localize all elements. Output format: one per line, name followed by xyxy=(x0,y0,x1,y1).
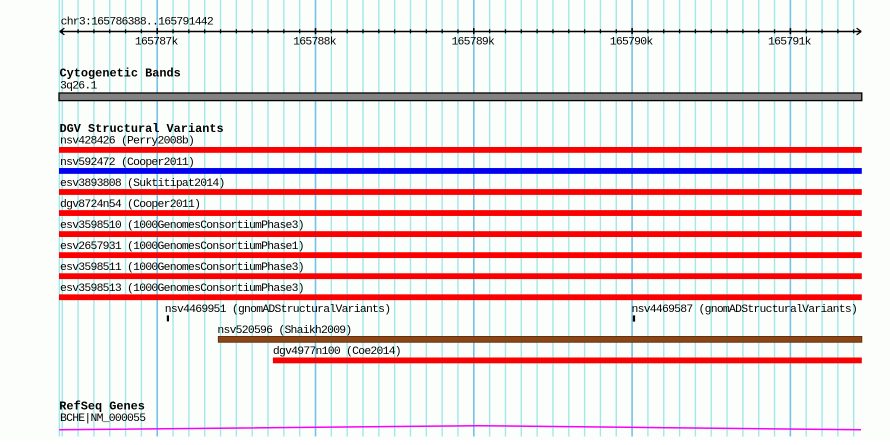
svg-text:esv3598513 (1000GenomesConsort: esv3598513 (1000GenomesConsortiumPhase3) xyxy=(60,283,304,295)
svg-text:esv3893808 (Suktitipat2014): esv3893808 (Suktitipat2014) xyxy=(60,178,225,190)
svg-text:BCHE|NM_000055: BCHE|NM_000055 xyxy=(60,413,146,425)
svg-text:esv3598510 (1000GenomesConsort: esv3598510 (1000GenomesConsortiumPhase3) xyxy=(60,220,304,232)
svg-text:dgv8724n54 (Cooper2011): dgv8724n54 (Cooper2011) xyxy=(60,199,200,211)
svg-text:165790k: 165790k xyxy=(610,36,654,48)
svg-text:165788k: 165788k xyxy=(293,36,337,48)
svg-text:165787k: 165787k xyxy=(135,36,179,48)
svg-text:esv3598511 (1000GenomesConsort: esv3598511 (1000GenomesConsortiumPhase3) xyxy=(60,262,304,274)
svg-text:RefSeq Genes: RefSeq Genes xyxy=(59,399,145,413)
svg-text:165791k: 165791k xyxy=(768,36,812,48)
svg-text:DGV Structural Variants: DGV Structural Variants xyxy=(60,122,224,136)
svg-text:nsv4469587 (gnomADStructuralVa: nsv4469587 (gnomADStructuralVariants) xyxy=(632,304,858,316)
svg-text:nsv520596 (Shaikh2009): nsv520596 (Shaikh2009) xyxy=(217,325,351,337)
svg-text:dgv4977n100 (Coe2014): dgv4977n100 (Coe2014) xyxy=(273,346,401,358)
svg-text:3q26.1: 3q26.1 xyxy=(60,81,97,93)
svg-text:nsv592472 (Cooper2011): nsv592472 (Cooper2011) xyxy=(60,157,194,169)
svg-text:nsv428426 (Perry2008b): nsv428426 (Perry2008b) xyxy=(60,136,194,148)
svg-text:Cytogenetic Bands: Cytogenetic Bands xyxy=(60,66,181,80)
svg-text:esv2657931 (1000GenomesConsort: esv2657931 (1000GenomesConsortiumPhase1) xyxy=(60,241,304,253)
svg-text:165789k: 165789k xyxy=(451,36,495,48)
svg-text:chr3:165786388..165791442: chr3:165786388..165791442 xyxy=(61,17,214,29)
svg-text:nsv4469951 (gnomADStructuralVa: nsv4469951 (gnomADStructuralVariants) xyxy=(165,304,391,316)
